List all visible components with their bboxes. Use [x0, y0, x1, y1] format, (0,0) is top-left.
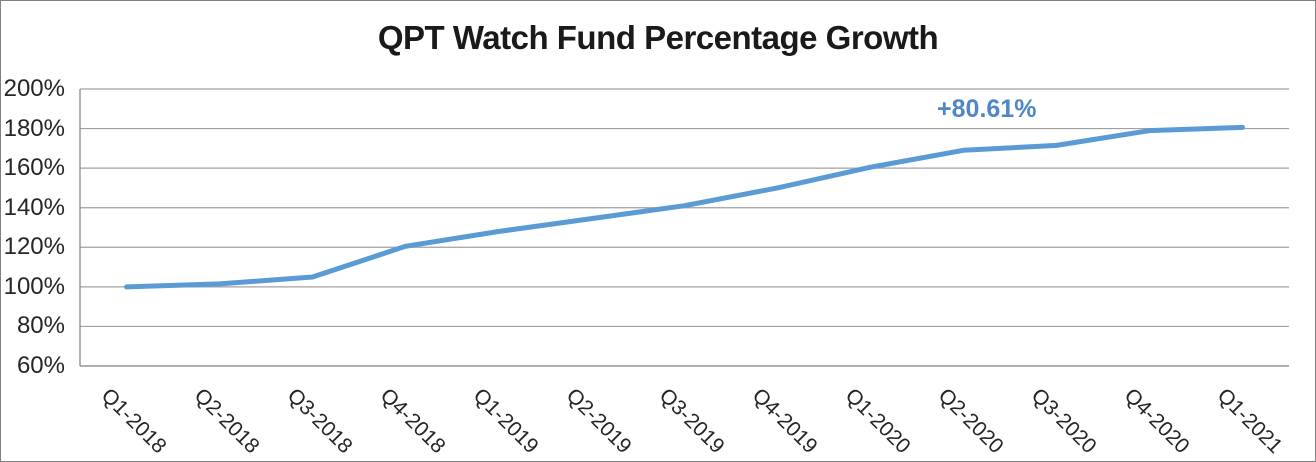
y-tick-label: 80%	[16, 312, 65, 340]
fund-growth-line	[124, 124, 1245, 290]
y-tick-label: 160%	[3, 154, 65, 182]
y-tick-label: 140%	[3, 193, 65, 221]
chart-title: QPT Watch Fund Percentage Growth	[377, 19, 939, 56]
y-tick-label: 100%	[3, 272, 65, 300]
y-tick-label: 60%	[16, 352, 65, 379]
y-tick-label: 180%	[3, 114, 65, 142]
growth-annotation: +80.61%	[937, 95, 1037, 123]
gridlines	[80, 88, 1289, 367]
y-tick-label: 120%	[3, 233, 65, 261]
y-tick-label: 200%	[3, 75, 65, 102]
line-series	[124, 124, 1245, 290]
